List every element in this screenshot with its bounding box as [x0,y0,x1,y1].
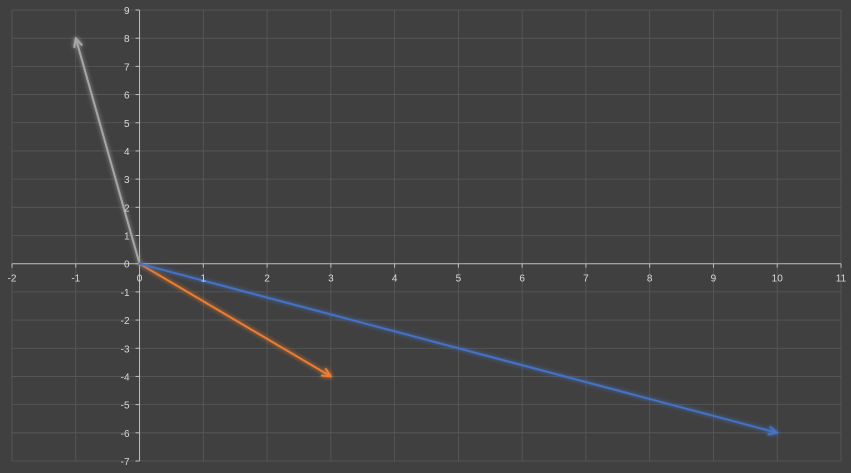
vector-2 [138,262,332,378]
x-tick-label: 2 [264,274,270,285]
y-tick-label: -2 [121,316,130,327]
x-tick-label: 5 [456,274,462,285]
y-tick-label: -3 [121,344,130,355]
gridlines [11,9,842,462]
y-tick-label: 7 [124,62,130,73]
x-tick-label: 6 [519,274,525,285]
y-tick-label: 8 [124,34,130,45]
x-tick-label: 3 [328,274,334,285]
y-tick-label: 5 [124,119,130,130]
vector-arrowhead [320,367,332,378]
vector-1 [73,37,141,265]
x-tick-label: 8 [647,274,653,285]
y-tick-label: 6 [124,91,130,102]
x-tick-label: -1 [71,274,80,285]
vector-line [138,262,779,434]
vector-line [74,37,141,265]
y-tick-labels: 9 8 7 6 5 4 3 2 1 0 -1 -2 -3 -4 -5 -6 -7 [121,6,130,468]
y-tick-label: -4 [121,372,130,383]
vector-3 [138,262,779,436]
y-tick-label: -5 [121,401,130,412]
x-tick-label: 11 [836,274,847,285]
x-tick-label: 10 [772,274,784,285]
x-tick-label: 7 [583,274,589,285]
vector-line [138,262,332,378]
x-tick-label: 1 [201,274,207,285]
vector-series [73,37,779,436]
y-tick-label: 0 [124,260,130,271]
y-tick-label: -1 [121,288,130,299]
y-tick-label: -6 [121,429,130,440]
x-tick-label: 0 [137,274,143,285]
y-tick-label: 9 [124,6,130,17]
vector-arrowhead [73,37,83,49]
y-tick-label: 1 [124,232,130,243]
y-tick-label: 2 [124,203,130,214]
y-tick-label: 3 [124,175,130,186]
axes [11,9,842,462]
x-tick-label: 9 [711,274,717,285]
vector-arrowhead [767,425,779,436]
x-tick-labels: -2 -1 0 1 2 3 4 5 6 7 8 9 10 11 [8,274,847,285]
y-tick-label: 4 [124,147,130,158]
x-tick-label: 4 [392,274,398,285]
x-tick-label: -2 [8,274,17,285]
y-tick-label: -7 [121,457,130,468]
